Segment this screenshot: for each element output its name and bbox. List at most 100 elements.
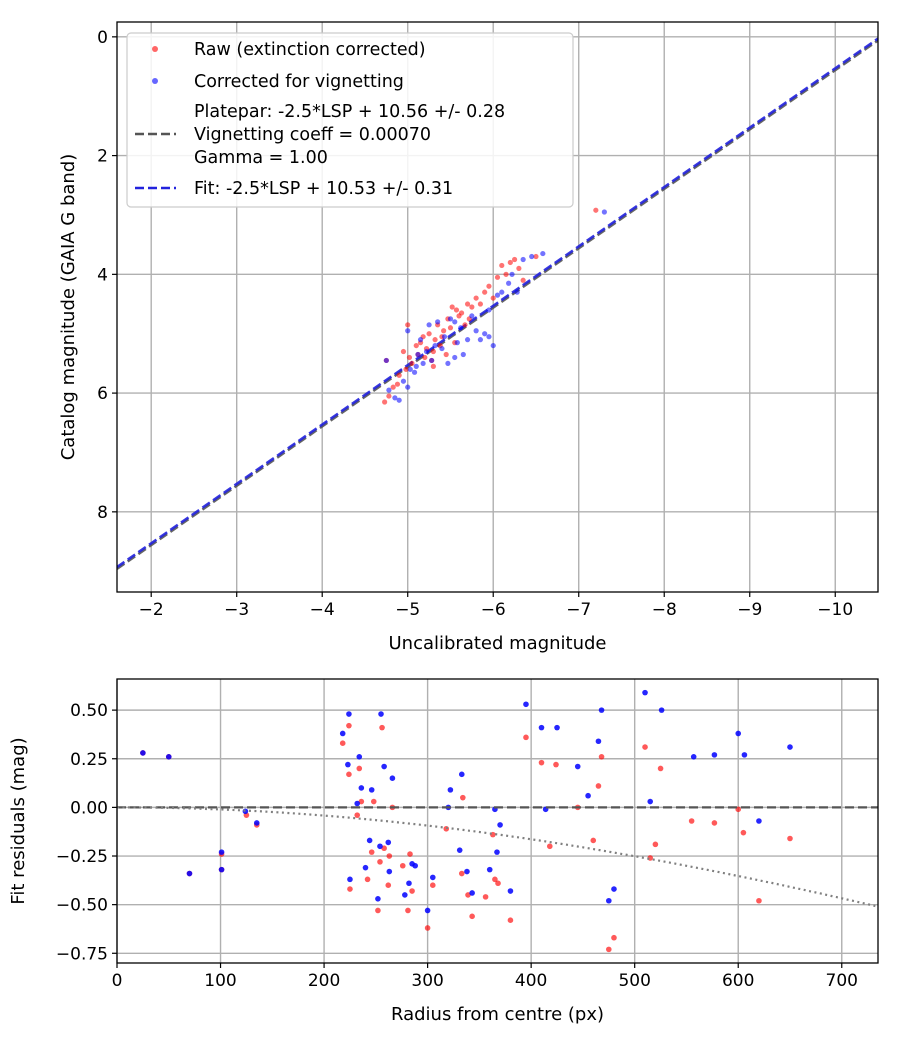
x-tick-label: −9 (737, 600, 762, 620)
corrected-point (447, 316, 454, 322)
corrected-point (426, 322, 432, 328)
corrected-residual-point (554, 724, 560, 731)
corrected-point (482, 331, 488, 337)
x-axis-label: Uncalibrated magnitude (388, 633, 606, 654)
raw-residual-point (379, 724, 385, 731)
legend-label: Raw (extinction corrected) (194, 40, 426, 60)
corrected-residual-point (469, 890, 475, 896)
raw-point (430, 348, 436, 355)
x-tick-label: 100 (204, 971, 236, 991)
raw-residual-point (368, 849, 375, 855)
x-tick-label: 600 (722, 971, 754, 991)
x-tick-label: −2 (139, 600, 164, 620)
raw-residual-point (657, 765, 664, 772)
legend-corrected-marker (152, 78, 158, 84)
raw-point (477, 301, 483, 307)
x-tick-label: −3 (224, 600, 249, 620)
corrected-residual-point (346, 711, 352, 717)
raw-residual-point (546, 843, 553, 850)
corrected-point (383, 357, 389, 364)
corrected-residual-point (658, 707, 665, 713)
corrected-residual-point (447, 787, 454, 793)
axes-frame (116, 21, 879, 593)
plot-area (117, 37, 878, 570)
raw-residual-point (595, 783, 602, 789)
fit-line (117, 37, 878, 569)
corrected-point (445, 360, 451, 367)
corrected-residual-point (140, 750, 146, 756)
legend-label: Gamma = 1.00 (194, 148, 328, 168)
corrected-residual-point (347, 876, 353, 883)
corrected-point (400, 378, 407, 384)
corrected-point (420, 360, 426, 367)
corrected-residual-point (756, 818, 762, 824)
corrected-residual-point (494, 849, 500, 855)
corrected-residual-point (339, 730, 346, 737)
raw-residual-point (688, 818, 695, 824)
raw-residual-point (787, 835, 793, 842)
x-tick-label: 0 (112, 971, 123, 991)
corrected-residual-point (402, 892, 408, 898)
corrected-point (506, 280, 512, 286)
y-tick-label: −0.25 (56, 847, 108, 867)
vignetting-curve (117, 806, 878, 908)
corrected-residual-point (389, 775, 396, 782)
corrected-point (469, 313, 475, 319)
raw-point (386, 393, 392, 399)
y-tick-label: 8 (97, 503, 108, 523)
corrected-residual-point (735, 730, 742, 737)
corrected-point (540, 250, 546, 257)
corrected-residual-point (218, 849, 225, 855)
raw-point (400, 348, 407, 355)
raw-point (403, 366, 409, 372)
corrected-residual-point (574, 763, 581, 770)
platepar-line (117, 39, 878, 570)
raw-point (503, 271, 509, 277)
corrected-point (464, 337, 471, 343)
corrected-residual-point (429, 874, 436, 881)
raw-point (432, 337, 438, 343)
raw-residual-point (523, 734, 529, 741)
corrected-point (432, 342, 438, 349)
y-tick-label: −0.75 (56, 944, 108, 964)
raw-point (486, 283, 492, 289)
y-tick-label: 6 (97, 384, 108, 404)
x-tick-label: −7 (566, 600, 591, 620)
corrected-residual-point (377, 843, 383, 850)
corrected-series (383, 209, 607, 403)
raw-residual-point (339, 740, 346, 746)
raw-point (405, 322, 411, 328)
raw-residual-point (354, 812, 361, 818)
corrected-residual-point (386, 868, 393, 875)
legend-box (126, 32, 574, 208)
corrected-point (452, 319, 458, 325)
corrected-point (454, 340, 460, 346)
corrected-point (415, 351, 421, 358)
raw-residual-point (386, 853, 393, 859)
legend-raw-marker (152, 46, 158, 52)
raw-point (382, 399, 388, 405)
raw-point (520, 277, 526, 283)
corrected-residual-point (412, 862, 418, 869)
corrected-point (458, 325, 464, 331)
raw-point (490, 295, 496, 301)
corrected-residual-point (362, 864, 369, 871)
corrected-point (486, 334, 492, 340)
corrected-point (473, 328, 479, 334)
raw-residual-point (347, 886, 353, 892)
corrected-residual-point (507, 888, 514, 894)
raw-residual-point (740, 829, 747, 836)
corrected-residual-point (345, 761, 351, 768)
corrected-residual-point (595, 738, 602, 745)
raw-residual-point (642, 744, 648, 750)
raw-point (422, 354, 428, 361)
x-tick-label: 500 (618, 971, 650, 991)
corrected-point (509, 271, 515, 277)
corrected-point (486, 307, 492, 313)
corrected-residual-point (375, 896, 381, 902)
corrected-residual-series (140, 689, 793, 914)
x-axis-label: Radius from centre (px) (391, 1004, 604, 1025)
legend-label: Corrected for vignetting (194, 72, 404, 92)
raw-point (512, 256, 518, 263)
